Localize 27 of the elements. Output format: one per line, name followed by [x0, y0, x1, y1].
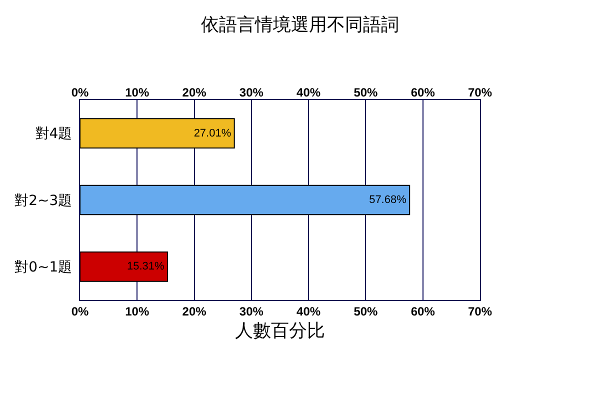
x2-tick-label: 40% — [296, 304, 321, 318]
bar — [80, 184, 410, 216]
x2-tick-label: 50% — [354, 304, 378, 318]
bar — [80, 252, 168, 282]
y-tick-label: 對2~3題 — [14, 192, 72, 209]
data-label: 27.01% — [194, 127, 232, 140]
y-tick-label: 對4題 — [35, 126, 72, 142]
y-tick-label: 對0~1題 — [14, 260, 72, 276]
chart-title: 依語言情境選用不同語詞 — [201, 14, 399, 36]
data-label: 15.31% — [126, 260, 164, 273]
bar — [80, 118, 235, 148]
x-tick-label: 60% — [410, 86, 436, 100]
x-tick-label: 0% — [71, 86, 89, 100]
x-tick-label: 10% — [125, 86, 150, 100]
x2-tick-label: 20% — [182, 304, 207, 318]
x-tick-label: 40% — [296, 86, 321, 100]
x-tick-label: 50% — [354, 86, 378, 100]
x-tick-label: 20% — [182, 86, 207, 100]
x-tick-label: 30% — [239, 86, 264, 100]
x-tick-label: 70% — [468, 86, 492, 100]
x2-tick-label: 70% — [468, 304, 492, 318]
x2-tick-label: 30% — [239, 304, 264, 318]
x2-tick-label: 60% — [410, 304, 436, 318]
x2-tick-label: 0% — [71, 304, 89, 318]
x-axis-title: 人數百分比 — [235, 320, 325, 342]
x2-tick-label: 10% — [125, 304, 150, 318]
data-label: 57.68% — [369, 194, 407, 206]
